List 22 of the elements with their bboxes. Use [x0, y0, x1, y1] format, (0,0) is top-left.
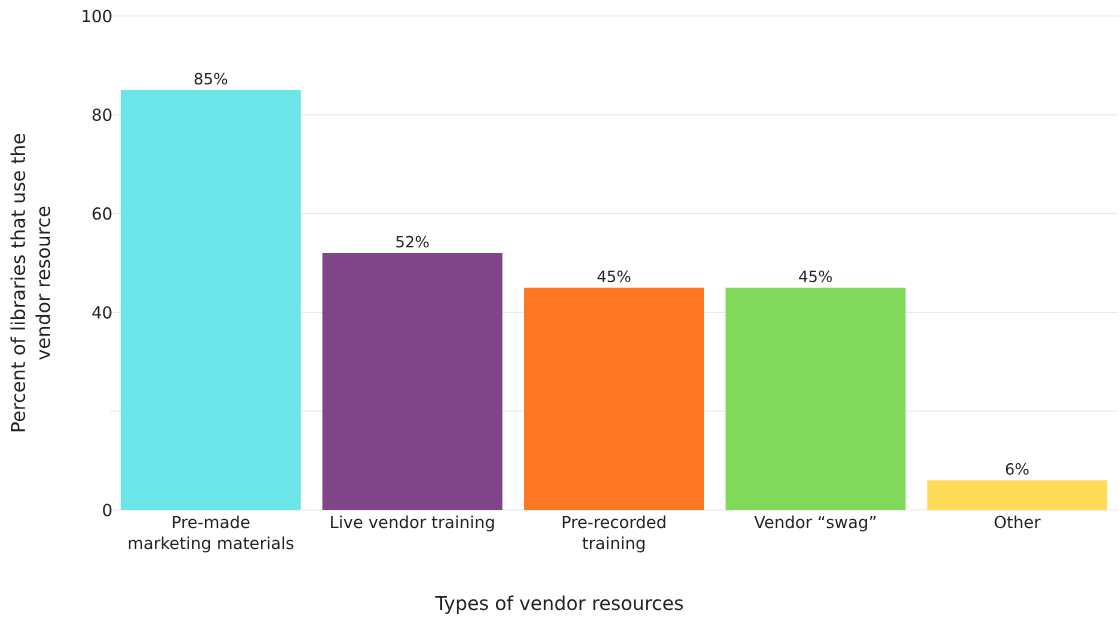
x-axis-title: Types of vendor resources: [435, 595, 683, 614]
y-tick-label: 60: [92, 207, 112, 220]
y-tick-label: 80: [92, 108, 112, 122]
data-label: 45%: [799, 270, 832, 283]
bar: [725, 287, 906, 510]
y-axis-title: Percent of libraries that use the vendor resource: [10, 133, 51, 432]
y-tick-label: 40: [92, 306, 112, 319]
x-tick-label: Pre-made marketing materials: [128, 515, 294, 553]
data-label: 52%: [396, 235, 429, 248]
bar: [120, 90, 301, 510]
bar: [322, 253, 503, 510]
bar: [523, 287, 704, 510]
data-label: 85%: [194, 72, 228, 85]
data-label: 6%: [1005, 463, 1029, 475]
x-tick-label: Other: [994, 515, 1041, 529]
y-tick-label: 0: [103, 503, 112, 517]
y-tick-label: 100: [82, 9, 112, 23]
bar: [927, 480, 1108, 510]
x-tick-label: Vendor “swag”: [754, 515, 876, 532]
data-label: 45%: [597, 270, 631, 283]
x-tick-label: Pre-recorded training: [562, 515, 666, 553]
x-tick-label: Live vendor training: [331, 515, 494, 532]
